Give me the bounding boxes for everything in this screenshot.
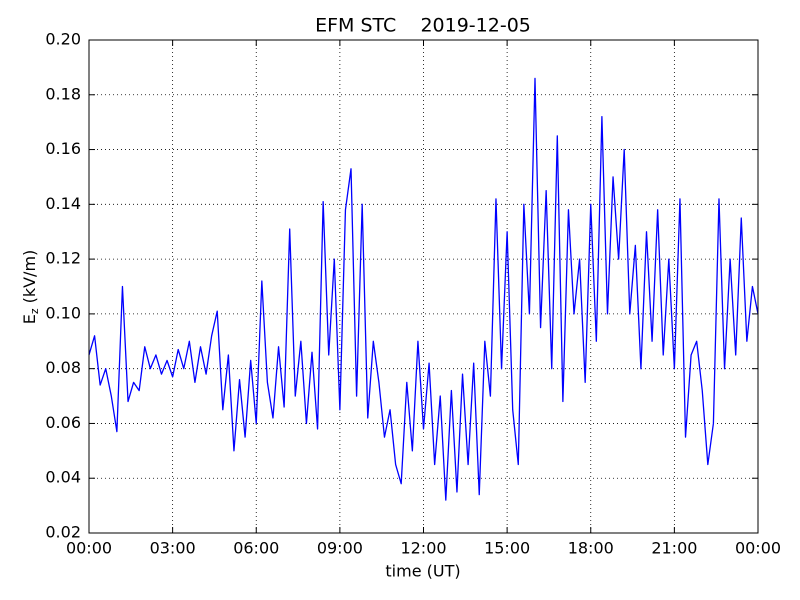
y-tick-label: 0.06 <box>45 413 81 432</box>
y-tick-label: 0.12 <box>45 249 81 268</box>
data-line <box>88 77 759 501</box>
x-tick-label: 18:00 <box>568 539 614 558</box>
y-tick-label: 0.18 <box>45 84 81 103</box>
x-tick-label: 00:00 <box>735 539 781 558</box>
chart-title: EFM STC 2019-12-05 <box>315 15 531 37</box>
x-axis-label: time (UT) <box>385 562 460 581</box>
x-tick-label: 06:00 <box>233 539 279 558</box>
x-tick-label: 21:00 <box>651 539 697 558</box>
x-tick-label: 15:00 <box>484 539 530 558</box>
plot-frame <box>88 39 759 534</box>
y-axis-label: Ez (kV/m) <box>20 250 42 325</box>
y-label-base: E <box>20 314 39 324</box>
x-tick-label: 03:00 <box>150 539 196 558</box>
y-tick-label: 0.10 <box>45 303 81 322</box>
y-tick-label: 0.08 <box>45 358 81 377</box>
y-label-unit: (kV/m) <box>20 250 39 304</box>
y-tick-label: 0.02 <box>45 523 81 542</box>
x-tick-label: 09:00 <box>317 539 363 558</box>
y-tick-label: 0.20 <box>45 30 81 49</box>
y-tick-label: 0.04 <box>45 468 81 487</box>
y-label-sub: z <box>28 308 41 314</box>
y-tick-label: 0.14 <box>45 194 81 213</box>
y-tick-label: 0.16 <box>45 139 81 158</box>
x-tick-label: 12:00 <box>400 539 446 558</box>
x-tick-label: 00:00 <box>66 539 112 558</box>
